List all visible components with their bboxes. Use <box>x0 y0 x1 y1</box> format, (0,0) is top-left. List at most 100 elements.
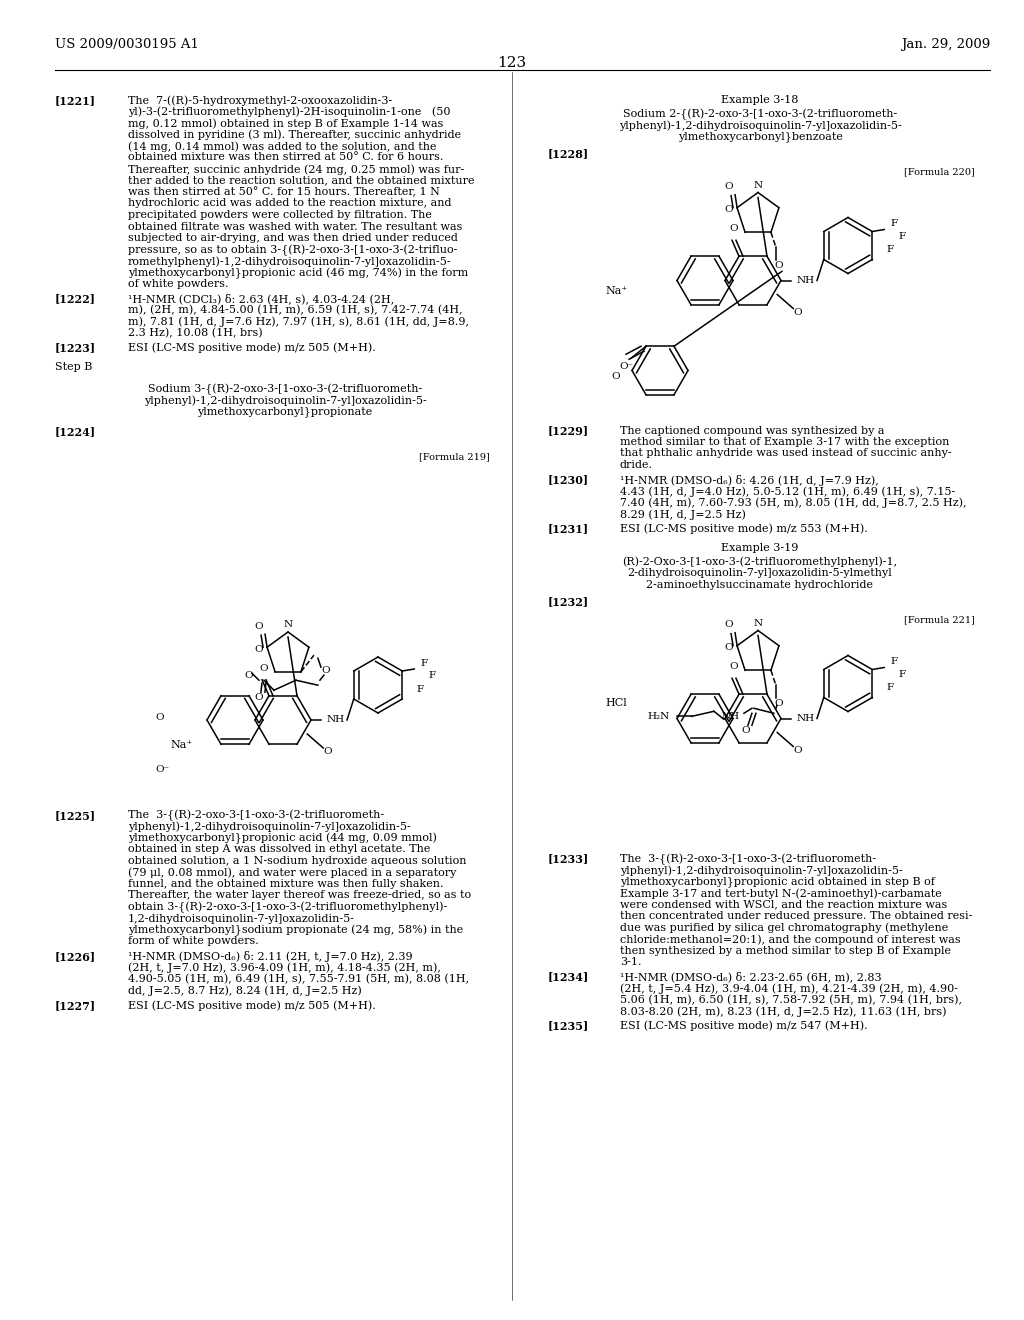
Text: method similar to that of Example 3-17 with the exception: method similar to that of Example 3-17 w… <box>620 437 949 447</box>
Text: O: O <box>155 713 164 722</box>
Text: ylmethoxycarbonyl}propionic acid (44 mg, 0.09 mmol): ylmethoxycarbonyl}propionic acid (44 mg,… <box>128 833 437 845</box>
Text: [1228]: [1228] <box>548 148 589 158</box>
Text: obtained mixture was then stirred at 50° C. for 6 hours.: obtained mixture was then stirred at 50°… <box>128 153 443 162</box>
Text: O: O <box>254 644 263 653</box>
Text: mg, 0.12 mmol) obtained in step B of Example 1-14 was: mg, 0.12 mmol) obtained in step B of Exa… <box>128 117 443 128</box>
Text: ther added to the reaction solution, and the obtained mixture: ther added to the reaction solution, and… <box>128 176 474 186</box>
Text: F: F <box>429 672 436 681</box>
Text: m), (2H, m), 4.84-5.00 (1H, m), 6.59 (1H, s), 7.42-7.74 (4H,: m), (2H, m), 4.84-5.00 (1H, m), 6.59 (1H… <box>128 305 463 315</box>
Text: O: O <box>724 205 733 214</box>
Text: F: F <box>421 659 428 668</box>
Text: ylphenyl)-1,2-dihydroisoquinolin-7-yl]oxazolidin-5-: ylphenyl)-1,2-dihydroisoquinolin-7-yl]ox… <box>128 821 411 832</box>
Text: 5.06 (1H, m), 6.50 (1H, s), 7.58-7.92 (5H, m), 7.94 (1H, brs),: 5.06 (1H, m), 6.50 (1H, s), 7.58-7.92 (5… <box>620 994 962 1005</box>
Text: Sodium 3-{(R)-2-oxo-3-[1-oxo-3-(2-trifluorometh-: Sodium 3-{(R)-2-oxo-3-[1-oxo-3-(2-triflu… <box>147 384 422 395</box>
Text: dissolved in pyridine (3 ml). Thereafter, succinic anhydride: dissolved in pyridine (3 ml). Thereafter… <box>128 129 461 140</box>
Text: 3-1.: 3-1. <box>620 957 641 968</box>
Text: (14 mg, 0.14 mmol) was added to the solution, and the: (14 mg, 0.14 mmol) was added to the solu… <box>128 141 436 152</box>
Text: The captioned compound was synthesized by a: The captioned compound was synthesized b… <box>620 425 885 436</box>
Text: [Formula 219]: [Formula 219] <box>419 453 490 462</box>
Text: F: F <box>417 685 424 693</box>
Text: Jan. 29, 2009: Jan. 29, 2009 <box>901 38 990 51</box>
Text: [1227]: [1227] <box>55 1001 96 1011</box>
Text: due was purified by silica gel chromatography (methylene: due was purified by silica gel chromatog… <box>620 923 948 933</box>
Text: ¹H-NMR (DMSO-d₆) δ: 4.26 (1H, d, J=7.9 Hz),: ¹H-NMR (DMSO-d₆) δ: 4.26 (1H, d, J=7.9 H… <box>620 474 879 486</box>
Text: ¹H-NMR (DMSO-d₆) δ: 2.11 (2H, t, J=7.0 Hz), 2.39: ¹H-NMR (DMSO-d₆) δ: 2.11 (2H, t, J=7.0 H… <box>128 950 413 962</box>
Text: obtain 3-{(R)-2-oxo-3-[1-oxo-3-(2-trifluoromethylphenyl)-: obtain 3-{(R)-2-oxo-3-[1-oxo-3-(2-triflu… <box>128 902 447 913</box>
Text: The  3-{(R)-2-oxo-3-[1-oxo-3-(2-trifluorometh-: The 3-{(R)-2-oxo-3-[1-oxo-3-(2-trifluoro… <box>620 854 877 865</box>
Text: funnel, and the obtained mixture was then fully shaken.: funnel, and the obtained mixture was the… <box>128 879 443 888</box>
Text: 1,2-dihydroisoquinolin-7-yl]oxazolidin-5-: 1,2-dihydroisoquinolin-7-yl]oxazolidin-5… <box>128 913 355 924</box>
Text: obtained in step A was dissolved in ethyl acetate. The: obtained in step A was dissolved in ethy… <box>128 845 430 854</box>
Text: Example 3-19: Example 3-19 <box>721 543 799 553</box>
Text: subjected to air-drying, and was then dried under reduced: subjected to air-drying, and was then dr… <box>128 234 458 243</box>
Text: 2-aminoethylsuccinamate hydrochloride: 2-aminoethylsuccinamate hydrochloride <box>646 579 873 590</box>
Text: ¹H-NMR (CDCl₃) δ: 2.63 (4H, s), 4.03-4.24 (2H,: ¹H-NMR (CDCl₃) δ: 2.63 (4H, s), 4.03-4.2… <box>128 293 394 305</box>
Text: The  3-{(R)-2-oxo-3-[1-oxo-3-(2-trifluorometh-: The 3-{(R)-2-oxo-3-[1-oxo-3-(2-trifluoro… <box>128 810 384 821</box>
Text: [1233]: [1233] <box>548 854 589 865</box>
Text: H₂N: H₂N <box>648 711 670 721</box>
Text: hydrochloric acid was added to the reaction mixture, and: hydrochloric acid was added to the react… <box>128 198 452 209</box>
Text: The  7-((R)-5-hydroxymethyl-2-oxooxazolidin-3-: The 7-((R)-5-hydroxymethyl-2-oxooxazolid… <box>128 95 392 106</box>
Text: O: O <box>774 261 783 269</box>
Text: [1235]: [1235] <box>548 1020 589 1031</box>
Text: Na⁺: Na⁺ <box>170 741 193 750</box>
Text: obtained filtrate was washed with water. The resultant was: obtained filtrate was washed with water.… <box>128 222 463 231</box>
Text: O: O <box>725 620 733 630</box>
Text: 4.90-5.05 (1H, m), 6.49 (1H, s), 7.55-7.91 (5H, m), 8.08 (1H,: 4.90-5.05 (1H, m), 6.49 (1H, s), 7.55-7.… <box>128 974 469 985</box>
Text: F: F <box>891 219 898 228</box>
Text: O: O <box>793 308 802 317</box>
Text: [1223]: [1223] <box>55 342 96 354</box>
Text: of white powders.: of white powders. <box>128 279 228 289</box>
Text: O: O <box>724 643 733 652</box>
Text: 4.43 (1H, d, J=4.0 Hz), 5.0-5.12 (1H, m), 6.49 (1H, s), 7.15-: 4.43 (1H, d, J=4.0 Hz), 5.0-5.12 (1H, m)… <box>620 486 955 496</box>
Text: Example 3-17 and tert-butyl N-(2-aminoethyl)-carbamate: Example 3-17 and tert-butyl N-(2-aminoet… <box>620 888 942 899</box>
Text: Thereafter, the water layer thereof was freeze-dried, so as to: Thereafter, the water layer thereof was … <box>128 891 471 900</box>
Text: F: F <box>891 657 898 667</box>
Text: ESI (LC-MS positive mode) m/z 505 (M+H).: ESI (LC-MS positive mode) m/z 505 (M+H). <box>128 342 376 352</box>
Text: form of white powders.: form of white powders. <box>128 936 259 946</box>
Text: NH: NH <box>797 714 815 723</box>
Text: m), 7.81 (1H, d, J=7.6 Hz), 7.97 (1H, s), 8.61 (1H, dd, J=8.9,: m), 7.81 (1H, d, J=7.6 Hz), 7.97 (1H, s)… <box>128 317 469 327</box>
Text: [1230]: [1230] <box>548 474 589 486</box>
Text: N: N <box>754 181 763 190</box>
Text: 8.03-8.20 (2H, m), 8.23 (1H, d, J=2.5 Hz), 11.63 (1H, brs): 8.03-8.20 (2H, m), 8.23 (1H, d, J=2.5 Hz… <box>620 1006 946 1016</box>
Text: ESI (LC-MS positive mode) m/z 547 (M+H).: ESI (LC-MS positive mode) m/z 547 (M+H). <box>620 1020 867 1031</box>
Text: (2H, t, J=7.0 Hz), 3.96-4.09 (1H, m), 4.18-4.35 (2H, m),: (2H, t, J=7.0 Hz), 3.96-4.09 (1H, m), 4.… <box>128 962 441 973</box>
Text: ylmethoxycarbonyl}propionate: ylmethoxycarbonyl}propionate <box>198 407 373 417</box>
Text: was then stirred at 50° C. for 15 hours. Thereafter, 1 N: was then stirred at 50° C. for 15 hours.… <box>128 187 440 198</box>
Text: Thereafter, succinic anhydride (24 mg, 0.25 mmol) was fur-: Thereafter, succinic anhydride (24 mg, 0… <box>128 164 464 174</box>
Text: Sodium 2-{(R)-2-oxo-3-[1-oxo-3-(2-trifluorometh-: Sodium 2-{(R)-2-oxo-3-[1-oxo-3-(2-triflu… <box>623 108 897 120</box>
Text: F: F <box>899 671 906 678</box>
Text: (R)-2-Oxo-3-[1-oxo-3-(2-trifluoromethylphenyl)-1,: (R)-2-Oxo-3-[1-oxo-3-(2-trifluoromethylp… <box>623 557 898 568</box>
Text: [1232]: [1232] <box>548 597 589 607</box>
Text: O: O <box>255 693 263 702</box>
Text: then synthesized by a method similar to step B of Example: then synthesized by a method similar to … <box>620 945 951 956</box>
Text: 2.3 Hz), 10.08 (1H, brs): 2.3 Hz), 10.08 (1H, brs) <box>128 327 262 338</box>
Text: dd, J=2.5, 8.7 Hz), 8.24 (1H, d, J=2.5 Hz): dd, J=2.5, 8.7 Hz), 8.24 (1H, d, J=2.5 H… <box>128 986 361 997</box>
Text: O⁻: O⁻ <box>618 362 633 371</box>
Text: O: O <box>793 746 802 755</box>
Text: N: N <box>284 620 293 630</box>
Text: [1226]: [1226] <box>55 950 96 962</box>
Text: O: O <box>322 665 330 675</box>
Text: were condensed with WSCl, and the reaction mixture was: were condensed with WSCl, and the reacti… <box>620 899 947 909</box>
Text: [1222]: [1222] <box>55 293 96 305</box>
Text: ESI (LC-MS positive mode) m/z 505 (M+H).: ESI (LC-MS positive mode) m/z 505 (M+H). <box>128 1001 376 1011</box>
Text: dride.: dride. <box>620 459 653 470</box>
Text: chloride:methanol=20:1), and the compound of interest was: chloride:methanol=20:1), and the compoun… <box>620 935 961 945</box>
Text: romethylphenyl)-1,2-dihydroisoquinolin-7-yl]oxazolidin-5-: romethylphenyl)-1,2-dihydroisoquinolin-7… <box>128 256 452 267</box>
Text: ylmethoxycarbonyl}propionic acid obtained in step B of: ylmethoxycarbonyl}propionic acid obtaine… <box>620 876 935 887</box>
Text: O: O <box>725 182 733 191</box>
Text: NH: NH <box>327 715 345 725</box>
Text: ylmethoxycarbonyl}propionic acid (46 mg, 74%) in the form: ylmethoxycarbonyl}propionic acid (46 mg,… <box>128 268 468 279</box>
Text: [1229]: [1229] <box>548 425 589 437</box>
Text: F: F <box>887 682 894 692</box>
Text: then concentrated under reduced pressure. The obtained resi-: then concentrated under reduced pressure… <box>620 911 973 921</box>
Text: F: F <box>887 246 894 253</box>
Text: O: O <box>245 671 253 680</box>
Text: [1224]: [1224] <box>55 426 96 437</box>
Text: that phthalic anhydride was used instead of succinic anhy-: that phthalic anhydride was used instead… <box>620 449 951 458</box>
Text: ylmethoxycarbonyl}sodium propionate (24 mg, 58%) in the: ylmethoxycarbonyl}sodium propionate (24 … <box>128 925 463 936</box>
Text: obtained solution, a 1 N-sodium hydroxide aqueous solution: obtained solution, a 1 N-sodium hydroxid… <box>128 855 467 866</box>
Text: NH: NH <box>722 711 740 721</box>
